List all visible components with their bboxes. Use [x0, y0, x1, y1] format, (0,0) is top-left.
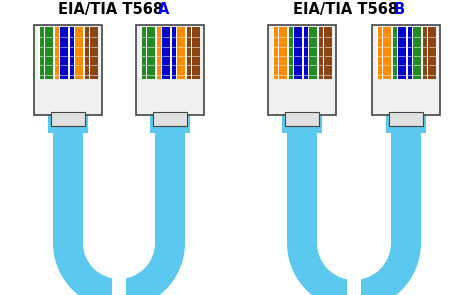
Bar	[406, 27, 413, 79]
Text: EIA/TIA T568: EIA/TIA T568	[58, 2, 164, 17]
Bar	[185, 27, 192, 79]
Bar	[136, 25, 204, 115]
Bar	[170, 27, 177, 79]
Bar	[192, 27, 200, 79]
Bar	[378, 27, 382, 79]
Bar	[91, 27, 98, 79]
Bar	[274, 27, 278, 79]
Text: EIA/TIA T568: EIA/TIA T568	[293, 2, 399, 17]
Bar	[70, 27, 73, 79]
Bar	[51, 112, 85, 126]
Bar	[272, 27, 279, 79]
Bar	[268, 25, 336, 115]
Bar	[399, 27, 406, 79]
Bar	[285, 112, 319, 126]
Bar	[157, 27, 161, 79]
Bar	[289, 27, 292, 79]
Bar	[428, 27, 436, 79]
Bar	[142, 27, 146, 79]
Bar	[34, 25, 102, 115]
Bar	[389, 112, 423, 126]
Bar	[187, 27, 191, 79]
Bar	[282, 111, 322, 133]
Text: A: A	[158, 2, 170, 17]
Bar	[150, 111, 191, 133]
Bar	[85, 27, 89, 79]
Bar	[177, 27, 184, 79]
Bar	[393, 27, 397, 79]
Text: B: B	[393, 2, 405, 17]
Bar	[68, 27, 75, 79]
Bar	[347, 241, 361, 295]
Bar	[421, 27, 428, 79]
Bar	[153, 112, 187, 126]
Bar	[408, 27, 411, 79]
Wedge shape	[53, 243, 185, 295]
Bar	[75, 27, 82, 79]
Bar	[310, 27, 317, 79]
Bar	[147, 27, 155, 79]
Bar	[317, 27, 324, 79]
Bar	[294, 27, 301, 79]
Bar	[287, 115, 317, 243]
Bar	[163, 27, 170, 79]
Bar	[38, 27, 45, 79]
Bar	[55, 27, 59, 79]
Bar	[386, 111, 427, 133]
Bar	[53, 27, 60, 79]
Bar	[155, 27, 162, 79]
Bar	[302, 27, 309, 79]
Bar	[391, 115, 421, 243]
Bar	[155, 115, 185, 243]
Bar	[391, 27, 398, 79]
Bar	[413, 27, 420, 79]
Wedge shape	[287, 243, 421, 295]
Bar	[47, 111, 88, 133]
Bar	[140, 27, 147, 79]
Bar	[383, 27, 391, 79]
Bar	[319, 27, 323, 79]
Bar	[325, 27, 332, 79]
Bar	[83, 27, 90, 79]
Bar	[372, 25, 440, 115]
Bar	[172, 27, 176, 79]
Bar	[287, 27, 294, 79]
Bar	[112, 241, 126, 295]
Bar	[423, 27, 427, 79]
Bar	[304, 27, 308, 79]
Bar	[61, 27, 68, 79]
Bar	[46, 27, 53, 79]
Bar	[376, 27, 383, 79]
Bar	[280, 27, 287, 79]
Bar	[40, 27, 44, 79]
Bar	[53, 115, 83, 243]
